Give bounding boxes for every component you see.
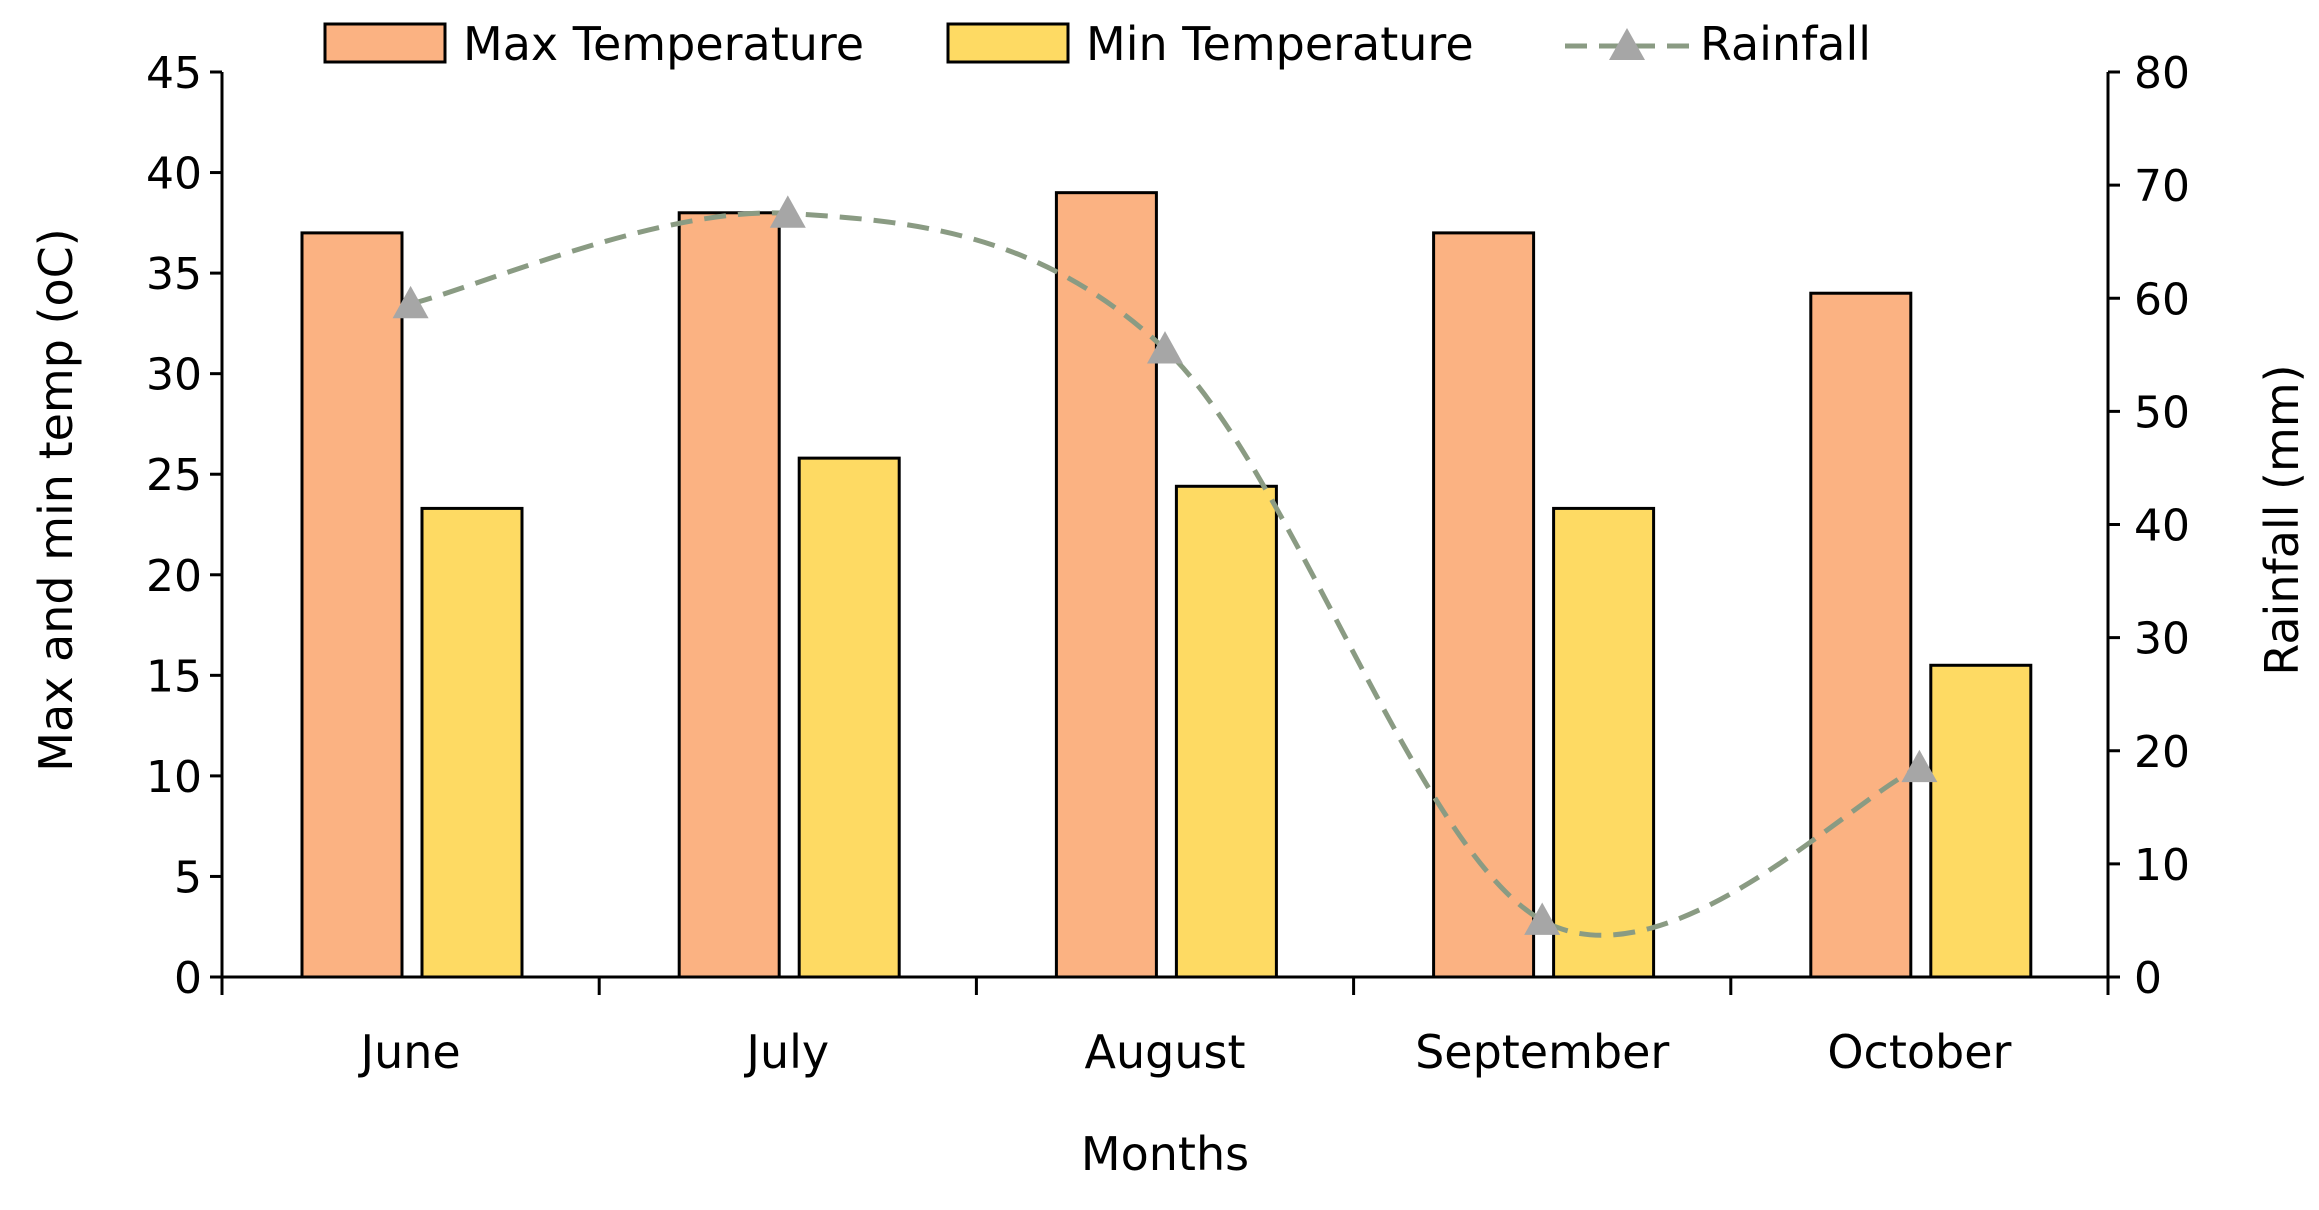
line-rainfall	[410, 210, 1921, 938]
y2-axis-title: Rainfall (mm)	[2255, 364, 2309, 675]
labels-layer: 0 5 10 15 20 25 30 35 40 45 0 10 20 30 40 50 60 70 80 June J…	[146, 48, 2190, 1079]
y-tick-label: 40	[146, 149, 202, 200]
y2-tick-label: 60	[2134, 274, 2190, 325]
x-tick-label-july: July	[743, 1025, 829, 1079]
bar-min-temperature-july	[797, 456, 901, 979]
marker-rainfall-june	[392, 285, 429, 319]
y-tick-label: 30	[146, 350, 202, 401]
x-tick-label-october: October	[1827, 1025, 2011, 1079]
marker-rainfall-october	[1901, 749, 1938, 783]
y2-tick-label: 20	[2134, 727, 2190, 778]
bar-min-temperature-october	[1929, 663, 2033, 979]
axes-layer	[210, 70, 2120, 995]
y2-tick-label: 80	[2134, 48, 2190, 99]
marker-rainfall-august	[1147, 331, 1183, 364]
x-axis-title: Months	[1081, 1127, 1249, 1181]
y2-tick-label: 40	[2134, 501, 2190, 552]
y2-tick-label: 70	[2134, 161, 2190, 212]
bar-max-temperature-october	[1809, 291, 1913, 979]
y2-tick-label: 30	[2134, 614, 2190, 665]
bar-max-temperature-june	[300, 231, 404, 979]
bar-min-temperature-september	[1552, 506, 1656, 979]
bars-layer	[300, 191, 2033, 979]
legend-label-rainfall: Rainfall	[1700, 17, 1871, 71]
y-tick-label: 25	[146, 450, 202, 501]
y-tick-label: 35	[146, 249, 202, 300]
y-tick-label: 45	[146, 48, 202, 99]
legend-label-min-temperature: Min Temperature	[1086, 17, 1474, 71]
legend-swatch-max-temperature	[323, 22, 447, 64]
line-layer	[392, 195, 1938, 938]
bar-max-temperature-july	[677, 211, 781, 979]
x-tick-label-september: September	[1415, 1025, 1669, 1079]
y-tick-label: 15	[146, 651, 202, 702]
y-tick-label: 10	[146, 752, 202, 803]
x-tick-label-august: August	[1085, 1025, 1246, 1079]
legend: Max Temperature Min Temperature Rainfall	[323, 17, 1871, 71]
bar-max-temperature-august	[1054, 191, 1158, 979]
y-tick-label: 20	[146, 551, 202, 602]
bar-max-temperature-september	[1432, 231, 1536, 979]
legend-label-max-temperature: Max Temperature	[463, 17, 864, 71]
bar-min-temperature-august	[1174, 484, 1278, 979]
y2-tick-label: 50	[2134, 387, 2190, 438]
legend-swatch-min-temperature	[946, 22, 1070, 64]
marker-rainfall-september	[1524, 902, 1561, 935]
y-tick-label: 5	[174, 852, 202, 903]
x-tick-label-june: June	[358, 1025, 461, 1079]
marker-rainfall-july	[769, 195, 806, 228]
y-tick-label: 0	[174, 953, 202, 1004]
y-axis-title: Max and min temp (oC)	[29, 228, 83, 771]
y2-tick-label: 0	[2134, 953, 2162, 1004]
bar-min-temperature-june	[420, 506, 524, 979]
y2-tick-label: 10	[2134, 840, 2190, 891]
legend-marker-rainfall	[1609, 28, 1645, 60]
